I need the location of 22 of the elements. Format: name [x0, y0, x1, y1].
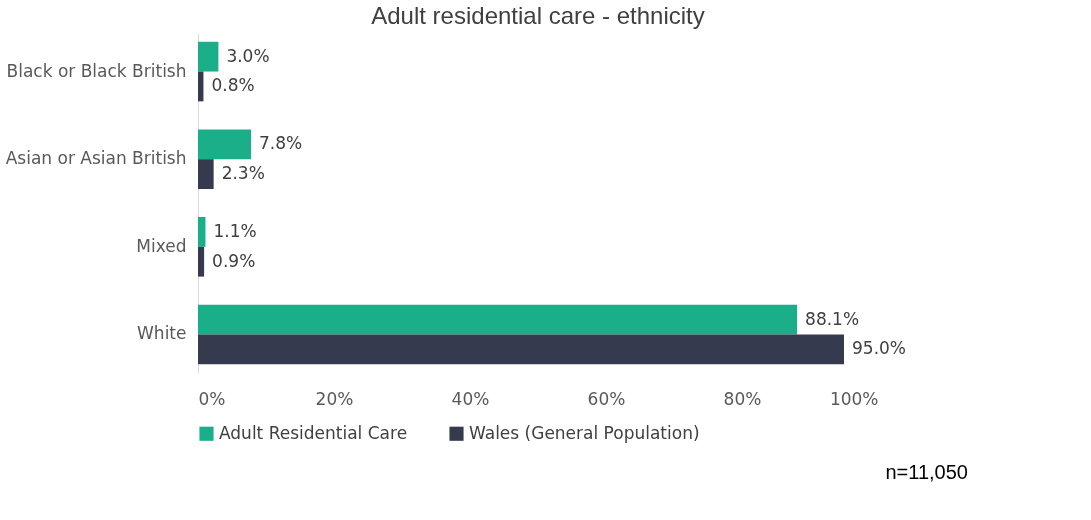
- data-label: 2.3%: [221, 163, 265, 184]
- y-tick-label: White: [137, 323, 187, 344]
- data-label: 95.0%: [852, 338, 907, 359]
- data-label: 3.0%: [226, 45, 270, 66]
- text: n=11,050: [885, 461, 968, 483]
- x-tick-label: 100%: [829, 388, 879, 409]
- data-label: 88.1%: [805, 308, 860, 329]
- chart-title: Adult residential care - ethnicity: [371, 2, 705, 29]
- data-label: 0.9%: [212, 250, 256, 271]
- x-tick-label: 0%: [198, 388, 226, 409]
- data-label: 7.8%: [259, 133, 303, 154]
- y-tick-label: Asian or Asian British: [5, 148, 187, 169]
- x-tick-label: 40%: [451, 388, 490, 409]
- y-tick-label: Black or Black British: [6, 60, 187, 81]
- data-label: 0.8%: [211, 75, 255, 96]
- y-tick-label: Mixed: [136, 235, 187, 256]
- legend-label: Wales (General Population): [469, 422, 700, 443]
- x-tick-label: 20%: [315, 388, 354, 409]
- x-tick-label: 60%: [587, 388, 626, 409]
- data-label: 1.1%: [213, 220, 257, 241]
- x-tick-label: 80%: [723, 388, 762, 409]
- legend-label: Adult Residential Care: [219, 422, 408, 443]
